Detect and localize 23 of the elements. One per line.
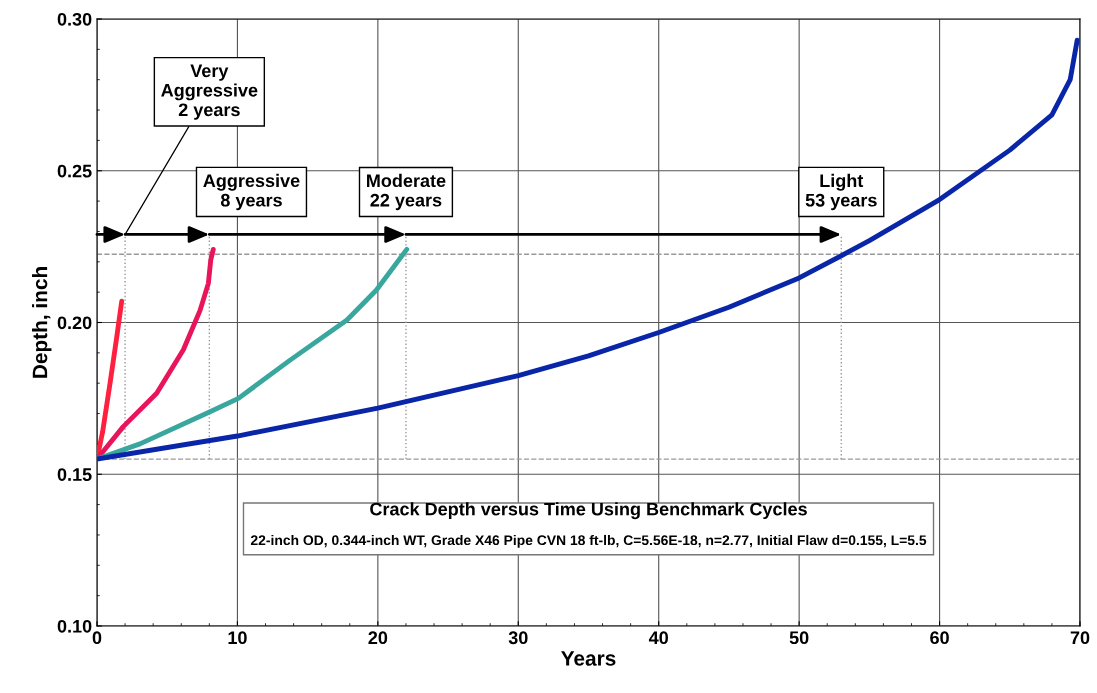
line-series	[97, 246, 216, 462]
x-axis-title: Years	[561, 651, 616, 666]
text: 22-inch OD, 0.344-inch WT, Grade X46 Pipe CVN 18 ft-lb, C=5.56E-18, n=2.77, Initial Flaw d=0.155, L=5.5	[250, 534, 927, 548]
annotation: Light 53 years	[805, 173, 877, 211]
x-tick-label: 0	[92, 631, 102, 645]
y-tick-label: 0.30	[57, 12, 92, 26]
annotation: Moderate 22 years	[367, 173, 446, 211]
x-tick-label: 20	[368, 631, 388, 645]
x-tick-label: 70	[1070, 631, 1090, 645]
y-tick-label: 0.20	[57, 316, 92, 330]
annotation: Very Aggressive 2 years	[161, 64, 258, 120]
y-axis-title: Depth, inch	[32, 267, 52, 378]
y-tick-label: 0.10	[57, 619, 92, 633]
y-tick-label: 0.25	[57, 164, 92, 178]
text: Crack Depth versus Time Using Benchmark Cycles	[370, 502, 807, 520]
line-series	[97, 37, 1080, 462]
x-tick-label: 30	[508, 631, 528, 645]
x-tick-label: 50	[789, 631, 809, 645]
y-tick-label: 0.15	[57, 468, 92, 481]
x-tick-label: 10	[228, 631, 247, 645]
annotation: Aggressive 8 years	[203, 173, 300, 211]
x-tick-label: 40	[648, 631, 669, 645]
x-tick-label: 60	[930, 631, 949, 645]
